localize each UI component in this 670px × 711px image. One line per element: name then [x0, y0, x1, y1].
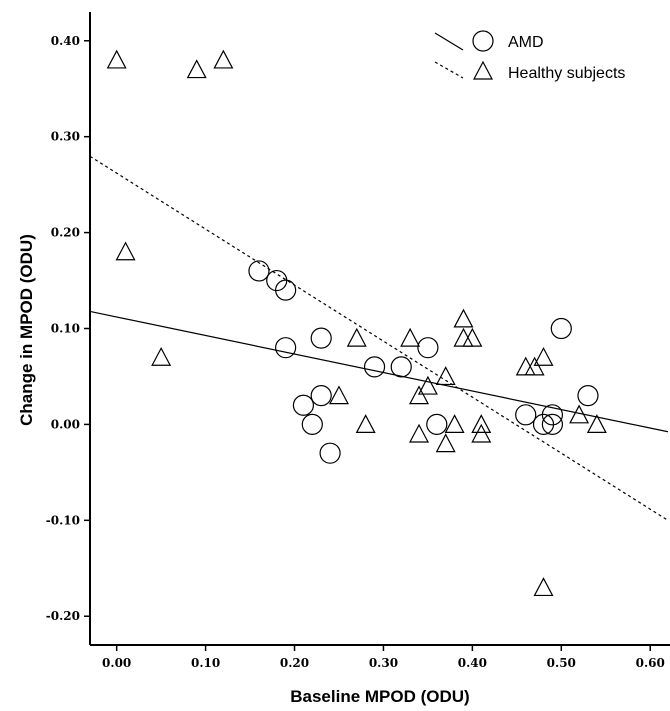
- amd-point-6: [301, 413, 323, 436]
- amd-point-10: [390, 356, 412, 378]
- healthy-point-18: [471, 414, 492, 434]
- y-tick-label-4: 0.20: [51, 226, 80, 240]
- amd-point-13: [515, 404, 537, 426]
- plot-marks: [90, 49, 669, 597]
- healthy-point-17: [462, 327, 483, 347]
- healthy-point-8: [400, 327, 421, 347]
- healthy-point-11: [417, 375, 438, 395]
- x-tick-label-1: 0.10: [191, 656, 220, 670]
- x-tick-label-3: 0.30: [369, 656, 398, 670]
- healthy-point-12: [435, 366, 456, 386]
- healthy-point-10: [409, 423, 430, 443]
- healthy-point-20: [515, 356, 536, 376]
- y-tick-label-6: 0.40: [51, 34, 80, 48]
- fit-line-healthy: [90, 155, 669, 521]
- healthy-point-2: [213, 49, 234, 69]
- amd-point-4: [310, 327, 332, 349]
- healthy-point-15: [453, 308, 474, 328]
- x-axis-title: Baseline MPOD (ODU): [290, 687, 469, 706]
- x-tick-label-2: 0.20: [280, 656, 309, 670]
- amd-point-7: [310, 385, 332, 407]
- legend-amd-marker: [472, 30, 494, 52]
- healthy-point-4: [151, 346, 172, 366]
- healthy-point-16: [453, 327, 474, 347]
- amd-point-12: [426, 413, 448, 436]
- legend: AMD Healthy subjects: [434, 30, 625, 82]
- y-tick-label-5: 0.30: [51, 130, 80, 144]
- healthy-point-23: [533, 577, 554, 597]
- amd-point-5: [292, 394, 315, 416]
- healthy-point-5: [328, 385, 349, 405]
- fit-line-amd: [90, 310, 669, 433]
- y-tick-label-1: -0.10: [46, 513, 80, 527]
- healthy-point-19: [471, 423, 492, 443]
- x-tick-label-5: 0.50: [547, 656, 576, 670]
- healthy-point-7: [355, 414, 376, 434]
- y-tick-label-2: 0.00: [51, 417, 80, 431]
- amd-point-3: [275, 337, 297, 359]
- axes: [84, 12, 670, 651]
- x-tick-label-4: 0.40: [458, 656, 487, 670]
- amd-point-11: [417, 337, 439, 359]
- healthy-point-1: [186, 59, 207, 79]
- amd-point-8: [319, 442, 341, 464]
- legend-healthy-label: Healthy subjects: [508, 65, 625, 82]
- x-tick-label-6: 0.60: [636, 656, 665, 670]
- amd-point-9: [363, 356, 386, 378]
- legend-healthy-marker: [473, 60, 493, 80]
- amd-point-18: [577, 385, 599, 407]
- y-axis-title: Change in MPOD (ODU): [17, 234, 36, 426]
- y-tick-label-3: 0.10: [51, 322, 80, 336]
- healthy-point-13: [435, 433, 456, 453]
- legend-amd-label: AMD: [508, 34, 544, 51]
- healthy-point-21: [524, 356, 545, 376]
- amd-point-2: [275, 279, 297, 301]
- healthy-point-14: [444, 414, 465, 434]
- x-tick-label-0: 0.00: [102, 656, 131, 670]
- amd-point-16: [541, 413, 564, 436]
- amd-point-15: [541, 404, 564, 426]
- healthy-point-25: [586, 414, 607, 434]
- legend-amd-line-sample: [434, 32, 464, 51]
- tick-labels: 0.00 0.10 0.20 0.30 0.40 0.50 0.60 -0.20 -0.10 0.…: [46, 34, 665, 670]
- amd-point-17: [550, 317, 572, 340]
- healthy-point-6: [346, 327, 367, 347]
- y-tick-label-0: -0.20: [46, 609, 80, 623]
- amd-point-0: [248, 260, 270, 282]
- healthy-point-3: [115, 241, 136, 261]
- healthy-point-24: [569, 404, 590, 424]
- healthy-point-9: [409, 385, 430, 405]
- healthy-point-0: [106, 49, 127, 69]
- legend-healthy-line-sample: [434, 61, 464, 79]
- healthy-point-22: [533, 346, 554, 366]
